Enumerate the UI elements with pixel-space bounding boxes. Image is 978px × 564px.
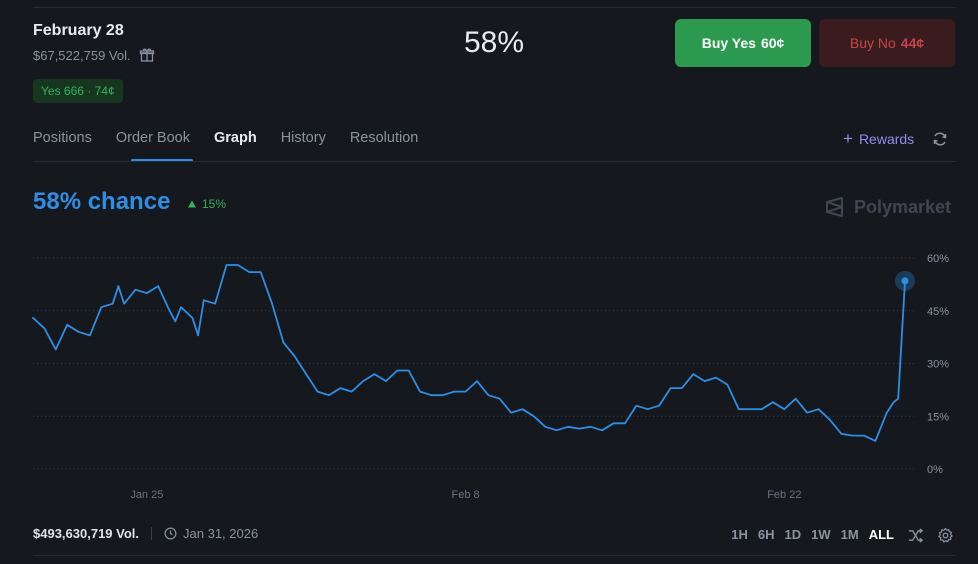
clock-icon xyxy=(164,527,177,540)
y-tick-label: 15% xyxy=(927,411,949,423)
y-tick-label: 45% xyxy=(927,306,949,318)
footer-divider xyxy=(33,555,956,556)
active-tab-indicator xyxy=(131,159,193,162)
tab-resolution[interactable]: Resolution xyxy=(349,130,419,146)
market-volume: $67,522,759 Vol. xyxy=(33,47,131,63)
series-line xyxy=(32,264,906,442)
price-chart[interactable]: 60% 45% 30% 15% 0% Jan 25 Feb 8 Feb 22 xyxy=(0,240,978,505)
tab-history[interactable]: History xyxy=(280,130,326,146)
top-divider xyxy=(33,7,956,8)
buy-no-label: Buy No xyxy=(849,35,896,51)
buy-yes-label: Buy Yes xyxy=(701,35,756,51)
polymarket-watermark: Polymarket xyxy=(824,196,951,218)
x-tick-label: Feb 22 xyxy=(767,489,801,501)
watermark-text: Polymarket xyxy=(854,196,952,217)
range-1m[interactable]: 1M xyxy=(840,527,859,542)
y-tick-label: 0% xyxy=(927,464,943,476)
tab-graph[interactable]: Graph xyxy=(214,130,257,146)
end-date: Jan 31, 2026 xyxy=(183,526,259,541)
polymarket-logo-icon xyxy=(826,197,843,217)
buy-no-price: 44¢ xyxy=(900,35,925,51)
tabs-divider xyxy=(33,161,956,162)
y-tick-label: 30% xyxy=(927,359,949,371)
time-range-selector: 1H 6H 1D 1W 1M ALL xyxy=(731,527,894,542)
x-tick-label: Feb 8 xyxy=(452,489,480,501)
rewards-label: Rewards xyxy=(858,131,915,147)
total-volume: $493,630,719 Vol. xyxy=(33,526,140,541)
rewards-link[interactable]: + Rewards xyxy=(843,129,915,148)
position-chip[interactable]: Yes 666 · 74¢ xyxy=(33,79,123,103)
refresh-icon[interactable] xyxy=(932,131,948,147)
chart-footer: $493,630,719 Vol. Jan 31, 2026 xyxy=(33,526,258,541)
chance-delta: 15% xyxy=(187,197,226,211)
shuffle-icon[interactable] xyxy=(907,527,924,544)
range-1w[interactable]: 1W xyxy=(811,527,831,542)
y-tick-label: 60% xyxy=(927,253,949,265)
buy-no-button[interactable]: Buy No 44¢ xyxy=(819,19,955,67)
chance-delta-value: 15% xyxy=(202,197,227,211)
endpoint-marker xyxy=(901,277,909,285)
range-6h[interactable]: 6H xyxy=(757,527,775,542)
x-tick-label: Jan 25 xyxy=(130,489,163,501)
current-probability: 58% xyxy=(464,26,525,59)
market-title: February 28 xyxy=(33,22,124,39)
triangle-up-icon xyxy=(188,200,196,208)
gift-icon[interactable] xyxy=(139,47,155,63)
chance-label: 58% chance xyxy=(33,188,171,215)
range-all[interactable]: ALL xyxy=(868,527,894,542)
footer-separator xyxy=(151,527,153,540)
gear-icon[interactable] xyxy=(937,527,954,544)
buy-yes-button[interactable]: Buy Yes 60¢ xyxy=(675,19,811,67)
buy-yes-price: 60¢ xyxy=(760,35,785,51)
range-1h[interactable]: 1H xyxy=(731,527,748,542)
tab-positions[interactable]: Positions xyxy=(33,130,92,146)
market-volume-row: $67,522,759 Vol. xyxy=(33,47,155,63)
plus-icon: + xyxy=(843,129,853,148)
tab-order-book[interactable]: Order Book xyxy=(115,130,190,146)
range-1d[interactable]: 1D xyxy=(784,527,802,542)
market-tabs: Positions Order Book Graph History Resol… xyxy=(33,130,418,146)
